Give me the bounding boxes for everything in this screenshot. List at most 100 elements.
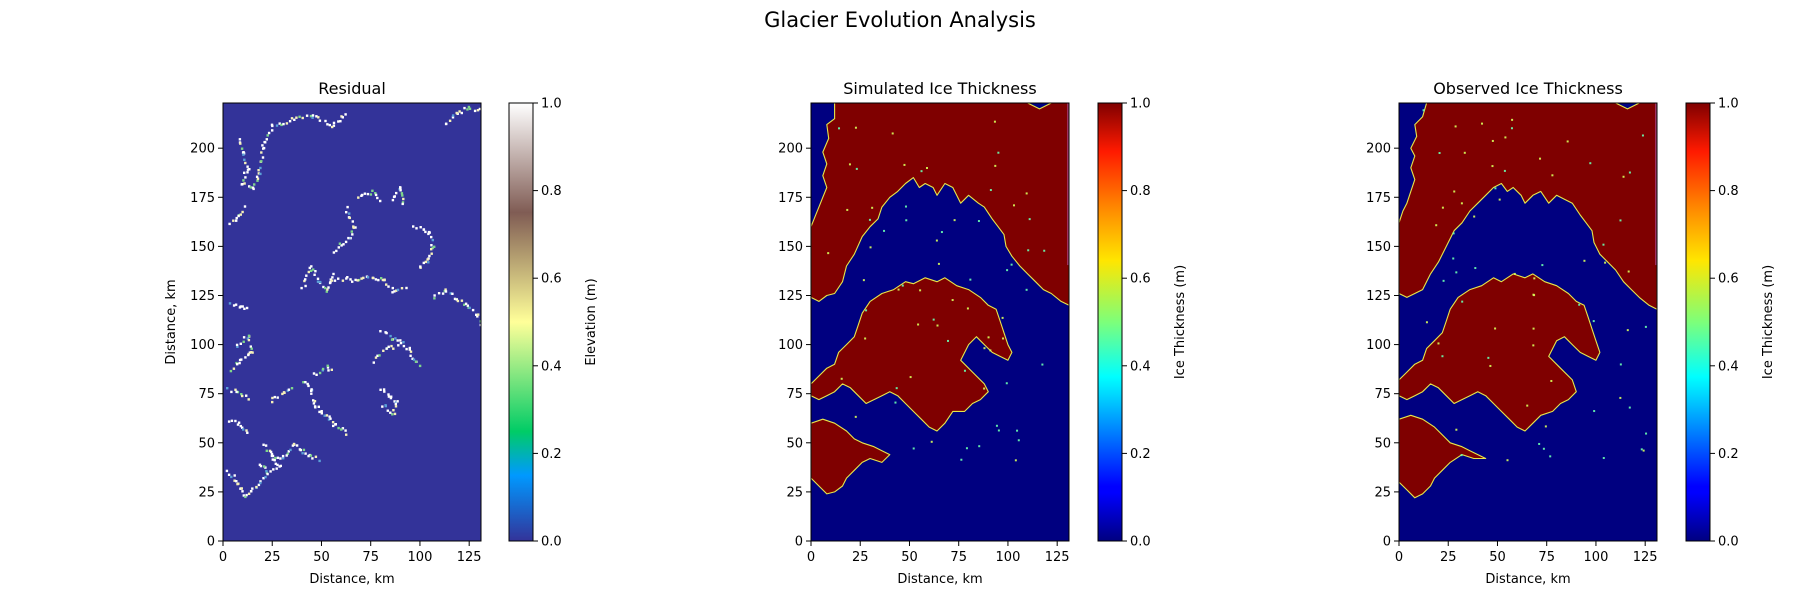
y-tick-label: 25 [1374,485,1391,500]
residual-speckle [260,160,263,163]
residual-speckle [242,152,246,155]
residual-speckle [348,216,351,220]
residual-speckle [310,388,313,391]
x-axis-label: Distance, km [897,572,982,587]
ice-speckle [1498,198,1501,201]
residual-speckle [259,481,262,485]
residual-speckle [264,444,268,447]
colorbar-tick-label: 0.8 [1718,184,1739,199]
residual-speckle [287,388,291,391]
residual-speckle [430,244,433,247]
residual-speckle [389,334,392,338]
residual-speckle [283,391,286,394]
residual-speckle [314,455,318,458]
residual-speckle [255,175,259,178]
residual-speckle [241,394,244,398]
residual-speckle [377,278,380,282]
ice-speckle [1441,206,1444,209]
ice-speckle [1491,139,1494,142]
y-tick-label: 150 [1366,240,1391,255]
residual-speckle [249,345,252,348]
residual-speckle [246,168,250,171]
residual-speckle [455,111,458,115]
residual-speckle [391,291,394,294]
figure-title: Glacier Evolution Analysis [764,8,1036,32]
residual-speckle [259,166,262,170]
residual-speckle [332,424,335,428]
residual-speckle [318,119,322,122]
residual-speckle [379,330,382,333]
ice-speckle [1474,267,1477,270]
residual-speckle [431,238,434,242]
residual-speckle [471,308,475,312]
residual-speckle [463,303,466,306]
colorbar-tick-label: 0.8 [541,184,562,199]
ice-speckle [997,151,1000,154]
residual-speckle [242,336,246,339]
residual-speckle [232,304,236,307]
ice-speckle [940,231,943,234]
residual-speckle [468,306,471,310]
residual-speckle [381,278,385,282]
ice-speckle [1494,187,1497,190]
residual-speckle [260,151,263,154]
ice-speckle [997,429,1000,432]
residual-speckle [433,245,436,248]
residual-speckle [374,356,378,359]
residual-speckle [390,338,394,341]
residual-speckle [250,490,253,493]
residual-speckle [382,388,386,391]
residual-speckle [246,431,249,434]
ice-speckle [846,208,849,211]
residual-speckle [437,292,441,295]
residual-speckle [251,186,255,189]
ice-speckle [1628,406,1631,409]
residual-speckle [337,277,340,280]
residual-speckle [326,366,330,369]
residual-speckle [310,389,313,392]
y-tick-label: 75 [786,387,803,402]
residual-speckle [396,339,399,342]
residual-speckle [302,381,305,384]
residual-speckle [270,452,274,456]
x-tick-label: 0 [219,550,227,565]
residual-speckle [351,233,354,236]
residual-speckle [374,193,378,197]
residual-speckle [445,122,448,125]
ice-speckle [1526,404,1529,407]
colorbar-tick-label: 0.6 [541,272,562,287]
x-tick-label: 100 [996,550,1021,565]
residual-speckle [307,454,310,458]
ice-region-0 [811,103,1069,306]
ice-speckle [1002,337,1005,340]
colorbar-tick-label: 0.4 [1130,359,1151,374]
y-tick-label: 200 [190,142,215,157]
ice-speckle [894,401,897,404]
ice-speckle [1437,342,1440,345]
ice-speckle [1012,204,1015,207]
residual-speckle [400,192,404,195]
residual-speckle [304,284,307,288]
residual-speckle [243,158,246,161]
x-tick-label: 25 [264,550,281,565]
residual-speckle [233,474,236,477]
residual-speckle [314,406,317,409]
ice-speckle [895,387,898,390]
ice-speckle [969,278,972,281]
residual-speckle [376,196,379,200]
residual-speckle [479,323,481,327]
ice-speckle [995,424,998,427]
ice-speckle [946,339,949,342]
residual-speckle [308,266,311,270]
residual-speckle [247,334,251,337]
residual-speckle [430,252,433,255]
residual-speckle [330,368,333,371]
y-tick-label: 125 [1366,289,1391,304]
residual-speckle [304,278,307,281]
y-tick-label: 100 [1366,338,1391,353]
residual-speckle [247,338,251,342]
residual-speckle [301,452,304,455]
residual-speckle [392,347,395,350]
panel-simulated-ice-thickness: 0 25 50 75 100 125 0 25 50 75 100 125 150 175 200 Simul… [778,79,1188,587]
residual-speckle [473,109,477,113]
